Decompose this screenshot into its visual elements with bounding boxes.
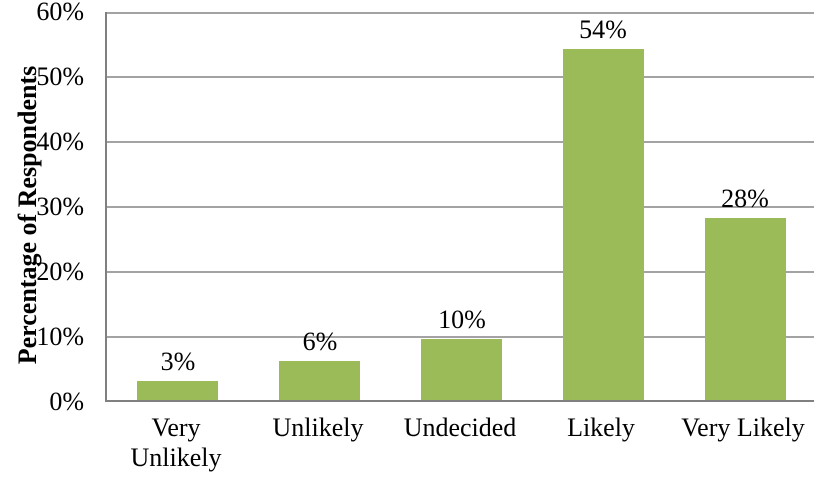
data-label-3: 54% xyxy=(579,15,627,44)
x-axis-label-likely: Likely xyxy=(567,413,635,442)
y-tick-label-40: 40% xyxy=(36,127,84,156)
y-tick-label-50: 50% xyxy=(36,62,84,91)
bar-likely xyxy=(563,49,644,400)
data-label-1: 6% xyxy=(302,327,338,356)
x-axis-label-very-unlikely: Very Unlikely xyxy=(130,413,222,472)
plot-area: 3% 6% 10% 54% 28% xyxy=(105,12,814,402)
x-axis-label-unlikely: Unlikely xyxy=(272,413,364,442)
gridline-30 xyxy=(107,206,814,208)
gridline-20 xyxy=(107,271,814,273)
gridline-60 xyxy=(107,12,814,14)
gridline-10 xyxy=(107,336,814,338)
bar-very-likely xyxy=(705,218,786,400)
x-axis-label-very-likely: Very Likely xyxy=(681,413,805,442)
data-label-4: 28% xyxy=(721,184,769,213)
data-label-2: 10% xyxy=(438,305,486,334)
data-label-0: 3% xyxy=(160,347,196,376)
y-tick-label-10: 10% xyxy=(36,322,84,351)
y-tick-label-30: 30% xyxy=(36,192,84,221)
gridline-40 xyxy=(107,141,814,143)
bar-undecided xyxy=(421,339,502,400)
x-axis-label-undecided: Undecided xyxy=(403,413,517,442)
y-axis-tick-labels: 60% 50% 40% 30% 20% 10% 0% xyxy=(0,0,84,480)
gridline-50 xyxy=(107,76,814,78)
y-tick-label-20: 20% xyxy=(36,257,84,286)
y-tick-label-0: 0% xyxy=(49,387,84,416)
bar-unlikely xyxy=(279,361,360,400)
bar-very-unlikely xyxy=(137,381,218,400)
y-tick-label-60: 60% xyxy=(36,0,84,26)
x-axis-labels: Very Unlikely Unlikely Undecided Likely Very… xyxy=(105,413,814,480)
